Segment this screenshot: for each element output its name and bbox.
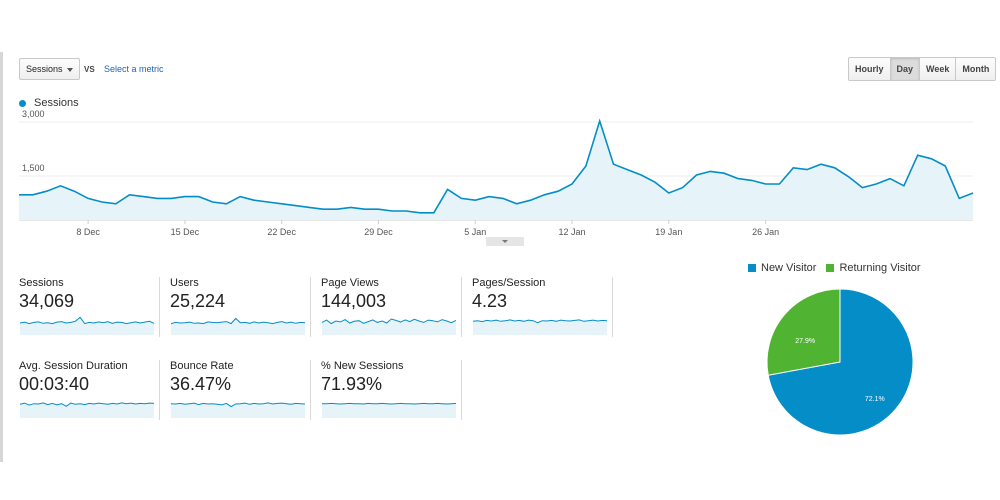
scorecard-value: 144,003: [321, 291, 387, 311]
pie-legend-returning-visitor[interactable]: Returning Visitor: [826, 262, 921, 274]
sparkline-fill: [473, 319, 607, 335]
legend-swatch: [748, 264, 756, 272]
scorecard-label: Pages/Session: [472, 277, 546, 289]
scorecard-sparkline: [322, 318, 456, 335]
sessions-line-chart[interactable]: 1,500 3,000 8 Dec 15 Dec 22 Dec 29 Dec 5 Jan 1…: [0, 108, 1000, 238]
x-tick-label: 8 Dec: [76, 227, 100, 237]
sparkline-fill: [20, 317, 154, 335]
y-tick-label: 3,000: [22, 109, 45, 119]
period-button-month[interactable]: Month: [955, 58, 996, 80]
legend-label-sessions: Sessions: [34, 97, 79, 109]
scorecard-label: Sessions: [19, 277, 64, 289]
scorecard-value: 00:03:40: [19, 374, 90, 394]
scorecard-sparkline: [20, 316, 154, 335]
x-tick-label: 12 Jan: [559, 227, 586, 237]
legend-label: Returning Visitor: [839, 262, 921, 274]
scorecard-sparkline: [171, 402, 305, 418]
scorecard-sessions[interactable]: Sessions 34,069: [19, 277, 160, 337]
legend-label: New Visitor: [761, 262, 817, 274]
scorecard-value: 25,224: [170, 291, 226, 311]
left-border-rule: [0, 52, 3, 462]
scorecard-new-sessions[interactable]: % New Sessions 71.93%: [321, 360, 462, 420]
scorecard-users[interactable]: Users 25,224: [170, 277, 311, 337]
x-tick-label: 22 Dec: [267, 227, 296, 237]
sparkline-line: [171, 317, 305, 325]
period-button-day[interactable]: Day: [889, 58, 920, 80]
period-toggle-group: Hourly Day Week Month: [848, 57, 997, 81]
scorecard-page-views[interactable]: Page Views 144,003: [321, 277, 462, 337]
sparkline-fill: [171, 318, 305, 335]
scorecard-sparkline: [473, 319, 607, 335]
scorecard-pages-per-session[interactable]: Pages/Session 4.23: [472, 277, 613, 337]
scorecard-sparkline: [171, 317, 305, 335]
sparkline-fill: [171, 402, 305, 418]
scorecard-value: 34,069: [19, 291, 75, 311]
chevron-down-icon: [67, 68, 73, 72]
scorecard-label: Users: [170, 277, 199, 289]
vs-label: VS: [84, 65, 95, 74]
scorecard-avg-session-duration[interactable]: Avg. Session Duration 00:03:40: [19, 360, 160, 420]
scorecard-label: Avg. Session Duration: [19, 360, 128, 372]
sparkline-line: [322, 402, 456, 405]
scorecard-label: Page Views: [321, 277, 379, 289]
sparkline-fill: [20, 402, 154, 418]
scorecard-sparkline: [20, 402, 154, 418]
visitor-type-pie-chart[interactable]: 72.1% 27.9%: [760, 282, 920, 442]
chart-legend: Sessions: [19, 97, 79, 109]
pie-slice-new-visitor[interactable]: [767, 288, 914, 436]
scorecard-label: % New Sessions: [321, 360, 404, 372]
metric-dropdown[interactable]: Sessions: [19, 58, 80, 80]
pie-legend-new-visitor[interactable]: New Visitor: [748, 262, 816, 274]
x-tick-label: 26 Jan: [752, 227, 779, 237]
scorecard-bounce-rate[interactable]: Bounce Rate 36.47%: [170, 360, 311, 420]
y-tick-label: 1,500: [22, 163, 45, 173]
pie-slice-label: 27.9%: [795, 338, 815, 345]
metric-dropdown-label: Sessions: [26, 64, 63, 74]
period-button-week[interactable]: Week: [919, 58, 956, 80]
x-tick-label: 19 Jan: [655, 227, 682, 237]
scorecard-value: 36.47%: [170, 374, 232, 394]
legend-dot-icon: [19, 99, 26, 107]
chevron-down-icon: [502, 240, 508, 243]
sparkline-line: [473, 319, 607, 324]
sparkline-line: [171, 402, 305, 408]
period-button-hourly[interactable]: Hourly: [849, 58, 890, 80]
x-tick-label: 15 Dec: [171, 227, 200, 237]
sessions-series-line[interactable]: [19, 118, 974, 214]
scorecard-label: Bounce Rate: [170, 360, 234, 372]
pie-slice-returning-visitor[interactable]: [766, 288, 841, 376]
sparkline-line: [20, 402, 154, 407]
pie-legend: New Visitor Returning Visitor: [748, 262, 931, 274]
sparkline-line: [322, 318, 456, 325]
sessions-area-fill: [19, 121, 973, 220]
scorecard-value: 4.23: [472, 291, 508, 311]
sparkline-fill: [322, 319, 456, 335]
x-tick-label: 29 Dec: [364, 227, 393, 237]
legend-swatch: [826, 264, 835, 272]
pie-slice-label: 72.1%: [865, 396, 885, 403]
chart-collapse-handle[interactable]: [486, 237, 524, 246]
sparkline-line: [20, 316, 154, 325]
sparkline-fill: [322, 403, 456, 418]
scorecard-value: 71.93%: [321, 374, 383, 394]
scorecard-sparkline: [322, 402, 456, 418]
select-metric-link[interactable]: Select a metric: [104, 64, 164, 74]
x-tick-label: 5 Jan: [464, 227, 486, 237]
